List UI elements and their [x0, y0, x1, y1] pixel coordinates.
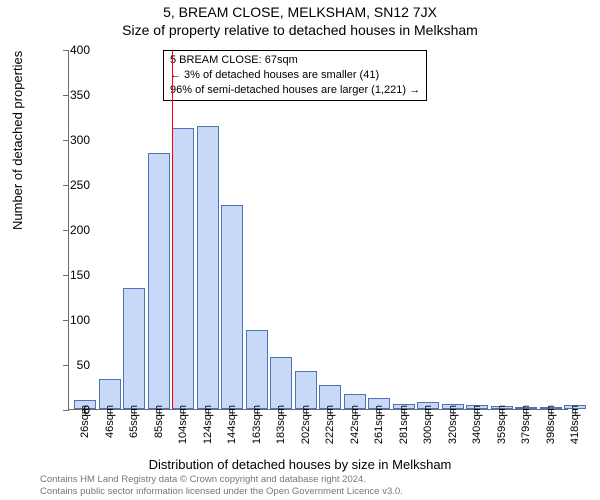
y-tick-label: 100	[60, 313, 90, 327]
y-tick-label: 200	[60, 223, 90, 237]
y-axis-label: Number of detached properties	[10, 51, 25, 230]
address-title: 5, BREAM CLOSE, MELKSHAM, SN12 7JX	[0, 4, 600, 20]
x-tick-label: 261sqm	[373, 405, 385, 444]
histogram-bar	[172, 128, 194, 409]
x-axis-label: Distribution of detached houses by size …	[0, 457, 600, 472]
x-tick-label: 340sqm	[471, 405, 483, 444]
x-tick-label: 281sqm	[398, 405, 410, 444]
y-tick-label: 250	[60, 178, 90, 192]
annotation-line1: 5 BREAM CLOSE: 67sqm	[170, 53, 420, 68]
x-tick-label: 183sqm	[275, 405, 287, 444]
subject-marker-line	[172, 50, 173, 409]
annotation-box: 5 BREAM CLOSE: 67sqm ← 3% of detached ho…	[163, 50, 427, 101]
histogram-bar	[197, 126, 219, 409]
copyright-footer: Contains HM Land Registry data © Crown c…	[40, 474, 403, 497]
x-tick-label: 418sqm	[569, 405, 581, 444]
x-tick-label: 104sqm	[177, 405, 189, 444]
annotation-line2: ← 3% of detached houses are smaller (41)	[170, 68, 420, 83]
y-tick-label: 150	[60, 268, 90, 282]
x-tick-label: 379sqm	[520, 405, 532, 444]
y-tick-label: 50	[60, 358, 90, 372]
histogram-bar	[148, 153, 170, 410]
x-tick-label: 222sqm	[324, 405, 336, 444]
x-tick-label: 202sqm	[300, 405, 312, 444]
footer-line2: Contains public sector information licen…	[40, 486, 403, 497]
annotation-line3: 96% of semi-detached houses are larger (…	[170, 83, 420, 98]
histogram-bar	[295, 371, 317, 409]
x-tick-label: 144sqm	[226, 405, 238, 444]
x-tick-label: 320sqm	[447, 405, 459, 444]
histogram-bar	[246, 330, 268, 409]
x-tick-label: 65sqm	[128, 405, 140, 438]
plot-area: 5 BREAM CLOSE: 67sqm ← 3% of detached ho…	[68, 50, 568, 410]
x-tick-label: 242sqm	[349, 405, 361, 444]
histogram-bar	[123, 288, 145, 410]
x-tick-label: 300sqm	[422, 405, 434, 444]
histogram-bar	[270, 357, 292, 409]
histogram-bar	[221, 205, 243, 409]
chart-container: 5, BREAM CLOSE, MELKSHAM, SN12 7JX Size …	[0, 0, 600, 500]
x-tick-label: 398sqm	[545, 405, 557, 444]
x-tick-label: 124sqm	[202, 405, 214, 444]
y-tick-label: 300	[60, 133, 90, 147]
x-tick-label: 46sqm	[104, 405, 116, 438]
x-tick-label: 85sqm	[153, 405, 165, 438]
y-tick-label: 0	[60, 403, 90, 417]
footer-line1: Contains HM Land Registry data © Crown c…	[40, 474, 403, 485]
y-tick-label: 400	[60, 43, 90, 57]
y-tick-label: 350	[60, 88, 90, 102]
x-tick-label: 359sqm	[496, 405, 508, 444]
x-tick-label: 163sqm	[251, 405, 263, 444]
chart-subtitle: Size of property relative to detached ho…	[0, 22, 600, 38]
